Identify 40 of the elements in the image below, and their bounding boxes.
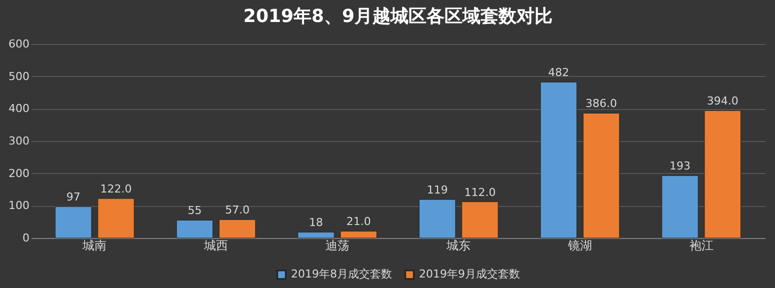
- y-tick-label: 100: [8, 199, 30, 212]
- data-label: 112.0: [464, 186, 496, 199]
- bar: [540, 82, 578, 238]
- y-tick-label: 400: [8, 102, 30, 116]
- data-label: 55: [188, 204, 202, 218]
- data-label: 122.0: [100, 182, 132, 196]
- y-tick-label: 0: [22, 232, 30, 244]
- data-label: 18: [309, 216, 324, 230]
- data-label: 57.0: [225, 204, 250, 217]
- data-label: 482: [548, 66, 570, 80]
- bar: [340, 230, 378, 238]
- x-tick-label: 城南: [82, 238, 107, 252]
- x-tick-label: 镜湖: [566, 238, 592, 252]
- bar: [582, 112, 620, 238]
- legend-label: 2019年9月成交套数: [419, 268, 520, 281]
- y-tick-label: 500: [8, 70, 30, 83]
- y-tick-label: 300: [8, 134, 30, 148]
- bar: [298, 232, 334, 238]
- chart-title: 2019年8、9月越城区各区域套数对比: [243, 6, 553, 27]
- legend-label: 2019年8月成交套数: [291, 268, 392, 281]
- bar: [176, 220, 214, 238]
- y-tick-label: 200: [8, 166, 30, 180]
- bar: [218, 219, 256, 238]
- bar: [98, 198, 134, 238]
- bar: [704, 110, 741, 238]
- data-label: 193: [669, 160, 690, 173]
- x-tick-label: 城西: [203, 238, 228, 252]
- bar: [462, 202, 498, 238]
- data-label: 386.0: [586, 97, 618, 110]
- data-label: 21.0: [346, 215, 371, 228]
- data-label: 97: [66, 190, 80, 204]
- x-tick-label: 袍江: [689, 238, 714, 252]
- data-label: 119: [426, 184, 448, 197]
- y-tick-label: 600: [8, 38, 30, 50]
- bar: [418, 199, 456, 238]
- x-tick-label: 迪荡: [325, 238, 350, 252]
- x-tick-label: 城东: [446, 238, 471, 252]
- data-label: 394.0: [706, 94, 738, 108]
- bar: [55, 206, 92, 238]
- bar: [662, 175, 698, 238]
